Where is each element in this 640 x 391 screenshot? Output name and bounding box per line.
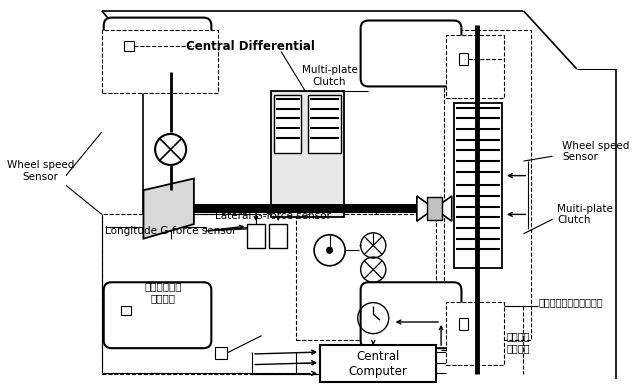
Bar <box>102 30 218 93</box>
Circle shape <box>326 248 333 253</box>
Text: Muiti-plate
Clutch: Muiti-plate Clutch <box>557 204 613 225</box>
Bar <box>426 197 442 220</box>
Bar <box>296 214 436 341</box>
FancyBboxPatch shape <box>104 282 211 348</box>
Text: Hydraulic Pump: Hydraulic Pump <box>299 204 381 215</box>
Bar <box>194 204 417 213</box>
Text: フロントトルクメーター: フロントトルクメーター <box>538 298 603 308</box>
Polygon shape <box>417 196 435 221</box>
Bar <box>320 345 436 382</box>
Bar <box>124 41 134 50</box>
Text: Wheel speed
Sensor: Wheel speed Sensor <box>563 141 630 162</box>
Bar <box>269 224 287 248</box>
Bar <box>344 204 422 213</box>
Bar <box>247 224 265 248</box>
Text: アクセル開度
センサー: アクセル開度 センサー <box>144 281 182 303</box>
Text: Longitude G-force sensor: Longitude G-force sensor <box>105 226 236 236</box>
Text: Multi-plate
Clutch: Multi-plate Clutch <box>301 65 358 86</box>
FancyBboxPatch shape <box>104 18 211 80</box>
Bar <box>454 103 502 268</box>
Bar <box>458 54 468 65</box>
Text: Wheel speed
Sensor: Wheel speed Sensor <box>7 160 74 181</box>
Polygon shape <box>143 179 194 239</box>
Text: Central Differential: Central Differential <box>186 40 314 53</box>
Bar <box>102 214 378 374</box>
FancyBboxPatch shape <box>360 20 461 86</box>
FancyBboxPatch shape <box>360 282 461 348</box>
Bar <box>308 95 341 153</box>
Bar <box>458 318 468 330</box>
Bar <box>215 347 227 359</box>
Text: ブレーキ
スイッチ: ブレーキ スイッチ <box>507 332 531 353</box>
Bar <box>121 305 131 315</box>
Polygon shape <box>435 196 452 221</box>
Bar <box>271 91 344 217</box>
Bar <box>446 301 504 365</box>
Bar <box>446 35 504 98</box>
Bar <box>444 30 531 341</box>
Text: Lateral G-force sensor: Lateral G-force sensor <box>215 212 331 221</box>
Bar <box>275 95 301 153</box>
Text: Central
Computer: Central Computer <box>349 350 408 378</box>
